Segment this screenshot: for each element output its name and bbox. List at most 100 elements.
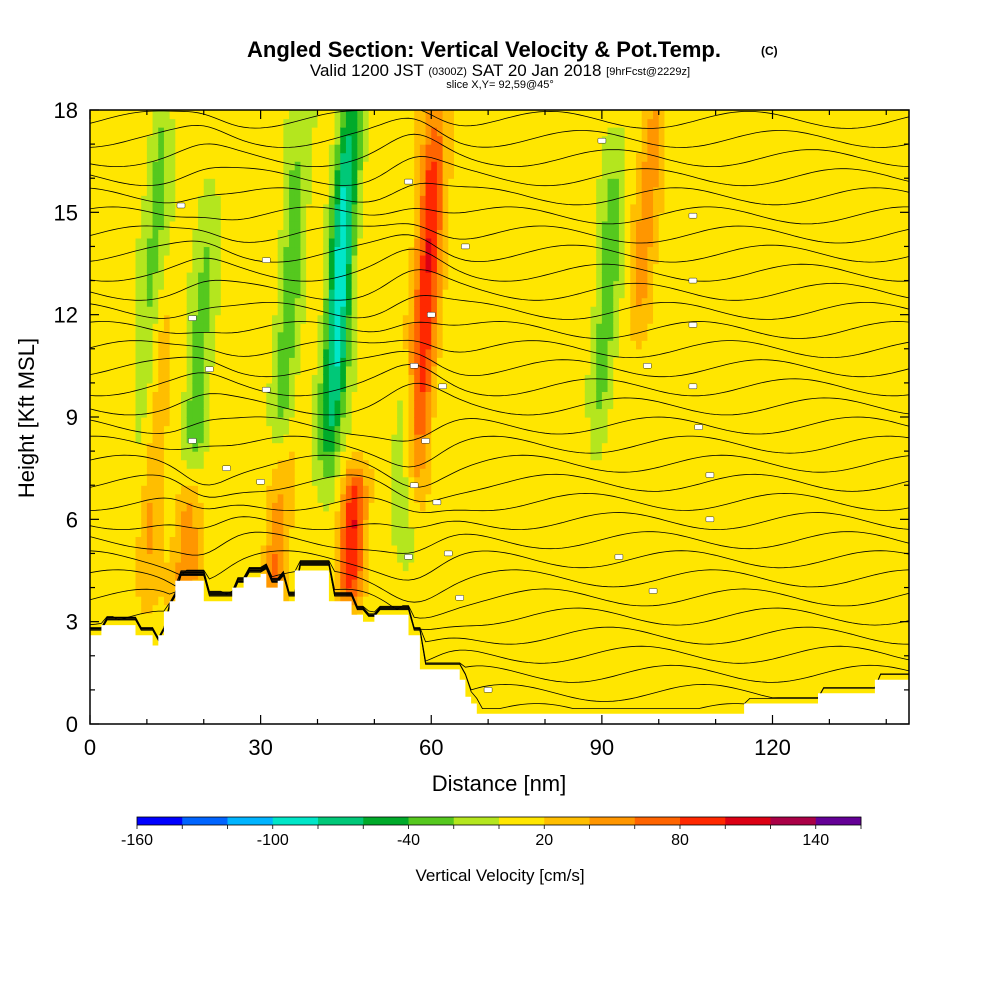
- field-cell: [351, 527, 358, 537]
- field-cell: [448, 212, 455, 222]
- field-cell: [419, 451, 427, 461]
- field-cell: [397, 596, 404, 606]
- field-cell: [107, 212, 114, 222]
- field-cell: [385, 510, 393, 520]
- field-cell: [90, 195, 97, 205]
- field-cell: [323, 459, 330, 469]
- field-cell: [169, 468, 176, 478]
- field-cell: [283, 357, 290, 367]
- field-cell: [266, 519, 273, 529]
- field-cell: [163, 135, 171, 145]
- field-cell: [414, 229, 421, 239]
- field-cell: [272, 510, 279, 520]
- field-cell: [237, 382, 245, 393]
- field-cell: [471, 468, 478, 478]
- field-cell: [124, 152, 131, 162]
- field-cell: [129, 425, 137, 435]
- field-cell: [471, 365, 478, 375]
- field-cell: [254, 118, 262, 128]
- field-cell: [300, 340, 307, 350]
- field-cell: [163, 417, 171, 427]
- field-cell: [340, 451, 347, 461]
- field-cell: [232, 348, 239, 358]
- field-cell: [363, 229, 370, 239]
- field-cell: [311, 263, 319, 273]
- field-cell: [118, 493, 125, 503]
- field-cell: [380, 161, 387, 171]
- field-cell: [107, 340, 114, 350]
- field-cell: [289, 246, 296, 256]
- field-cell: [283, 493, 290, 503]
- field-cell: [334, 178, 341, 188]
- field-cell: [146, 536, 154, 546]
- field-cell: [135, 544, 142, 555]
- field-cell: [101, 553, 108, 563]
- field-cell: [311, 519, 319, 529]
- field-cell: [158, 451, 165, 461]
- field-cell: [431, 519, 438, 529]
- field-cell: [169, 587, 176, 597]
- field-cell: [436, 289, 444, 299]
- field-cell: [300, 399, 307, 410]
- field-cell: [95, 220, 102, 230]
- field-cell: [118, 135, 125, 145]
- field-cell: [226, 289, 233, 299]
- field-cell: [95, 570, 102, 580]
- field-cell: [471, 476, 478, 486]
- field-cell: [209, 306, 216, 316]
- field-cell: [266, 331, 273, 341]
- field-cell: [198, 314, 205, 324]
- field-cell: [454, 459, 461, 469]
- field-cell: [391, 510, 398, 520]
- field-cell: [442, 186, 449, 196]
- field-cell: [454, 178, 461, 188]
- field-cell: [351, 306, 358, 316]
- field-cell: [425, 118, 432, 128]
- field-cell: [101, 613, 108, 623]
- field-cell: [323, 357, 330, 367]
- field-cell: [454, 613, 461, 623]
- field-cell: [158, 152, 165, 162]
- field-cell: [357, 536, 364, 546]
- field-cell: [414, 306, 421, 316]
- field-cell: [323, 195, 330, 205]
- field-cell: [232, 417, 239, 427]
- field-cell: [277, 425, 284, 435]
- field-cell: [158, 365, 165, 375]
- field-cell: [124, 212, 131, 222]
- field-cell: [260, 135, 267, 145]
- field-cell: [454, 664, 461, 674]
- field-cell: [368, 237, 375, 248]
- field-cell: [454, 519, 461, 529]
- field-cell: [220, 144, 228, 154]
- field-cell: [277, 212, 284, 222]
- field-cell: [317, 357, 324, 367]
- field-cell: [306, 536, 313, 546]
- field-cell: [300, 544, 307, 555]
- field-cell: [459, 510, 466, 520]
- field-cell: [163, 331, 171, 341]
- field-cell: [226, 382, 233, 393]
- field-cell: [431, 451, 438, 461]
- field-cell: [459, 434, 466, 444]
- field-cell: [203, 527, 211, 537]
- field-cell: [300, 195, 307, 205]
- field-cell: [215, 365, 222, 375]
- field-cell: [340, 297, 347, 307]
- field-cell: [351, 144, 358, 154]
- field-cell: [385, 110, 393, 120]
- field-cell: [254, 561, 262, 572]
- field-cell: [169, 357, 176, 367]
- field-cell: [442, 135, 449, 145]
- field-cell: [249, 203, 256, 213]
- field-cell: [351, 229, 358, 239]
- field-cell: [226, 178, 233, 188]
- field-cell: [277, 297, 284, 307]
- field-cell: [345, 587, 353, 597]
- field-cell: [323, 263, 330, 273]
- field-cell: [203, 553, 211, 563]
- field-cell: [163, 169, 171, 179]
- field-cell: [442, 647, 449, 657]
- field-cell: [129, 493, 137, 503]
- field-cell: [107, 161, 114, 171]
